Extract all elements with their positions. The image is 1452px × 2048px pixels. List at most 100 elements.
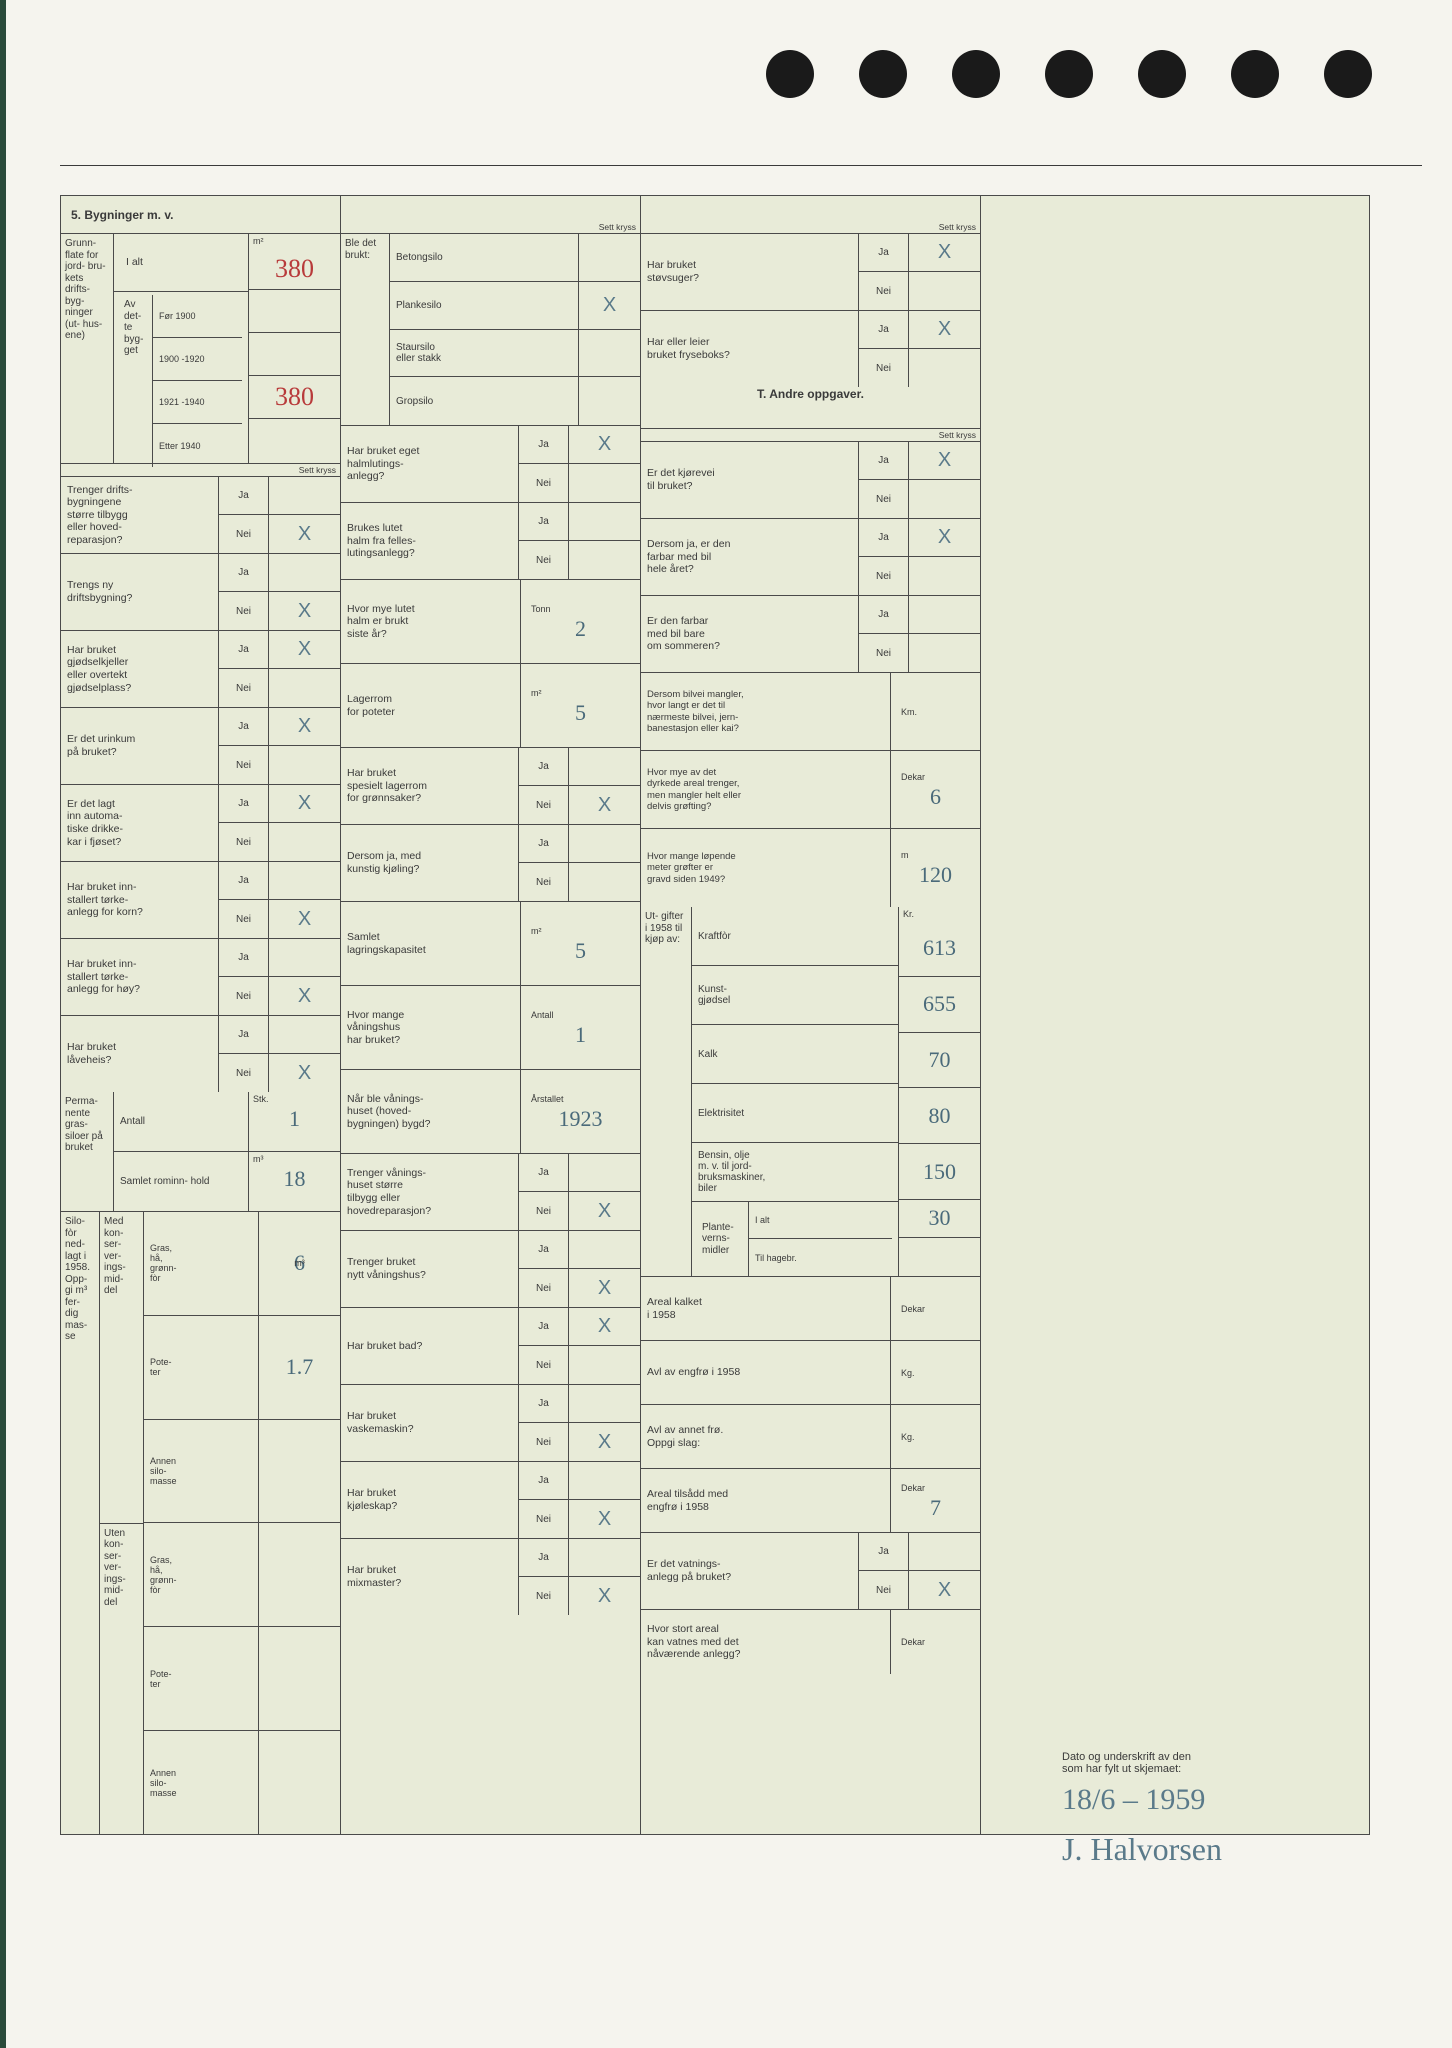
question-label: Har bruket gjødselkjeller eller overtekt… [61, 631, 218, 707]
question-row: Hvor mye lutet halm er brukt siste år? T… [341, 580, 640, 664]
document-sheet: Merknader: 5. Bygninger m. v. Grunn- fla… [0, 0, 1452, 2048]
silo-type-mark [579, 330, 640, 378]
question-row: Er det kjørevei til bruket? JaNei X [641, 442, 980, 519]
question-label: Trenger drifts- bygningene større tilbyg… [61, 477, 218, 553]
column-2: Sett kryss Ble det brukt: BetongsiloPlan… [341, 196, 641, 1834]
m3-unit: m³ [249, 1152, 340, 1166]
question-label: Areal kalket i 1958 [641, 1277, 890, 1340]
yesno-labels: JaNei [518, 1539, 568, 1615]
yesno-values: X [568, 1231, 640, 1307]
question-row: Har bruket gjødselkjeller eller overtekt… [61, 631, 340, 708]
question-row: Avl av engfrø i 1958 Kg. [641, 1341, 980, 1405]
yesno-values [568, 825, 640, 901]
silofor-block: Silo- fòr ned- lagt i 1958. Opp- gi m³ f… [61, 1212, 340, 1834]
antall-value: 1 [289, 1106, 300, 1131]
signature-date: 18/6 – 1959 [1062, 1783, 1412, 1817]
col3-bottom: Areal kalket i 1958 Dekar Avl av engfrø … [641, 1277, 980, 1674]
silo-row-label: Annen silo- masse [144, 1420, 258, 1524]
question-label: Er den farbar med bil bare om sommeren? [641, 596, 858, 672]
period-label: 1921 -1940 [153, 381, 242, 424]
silo-row-label: Gras, hå, grønn- fòr [144, 1523, 258, 1627]
stk-unit: Stk. [249, 1092, 340, 1106]
question-label: Hvor mye av det dyrkede areal trenger, m… [641, 751, 890, 828]
question-label: Er det lagt inn automa- tiske drikke- ka… [61, 785, 218, 861]
col1-questions: Trenger drifts- bygningene større tilbyg… [61, 477, 340, 1092]
yesno-labels: JaNei [218, 554, 268, 630]
question-row: Brukes lutet halm fra felles- lutingsanl… [341, 503, 640, 580]
section-5-title: 5. Bygninger m. v. [61, 196, 340, 234]
period-label: 1900 -1920 [153, 338, 242, 381]
question-label: Når ble vånings- huset (hoved- bygningen… [341, 1070, 520, 1153]
signature-block: Dato og underskrift av den som har fylt … [1062, 1751, 1412, 1868]
yesno-labels: JaNei [218, 862, 268, 938]
plante-block: Plante- verns- midler I altTil hagebr. [692, 1202, 898, 1276]
silo-type-mark [579, 234, 640, 282]
utgift-label: Kunst- gjødsel [692, 966, 898, 1025]
question-row: Har bruket kjøleskap? JaNei X [341, 1462, 640, 1539]
question-row: Hvor mange løpende meter grøfter er grav… [641, 829, 980, 907]
question-label: Har bruket mixmaster? [341, 1539, 518, 1615]
yesno-labels: JaNei [858, 596, 908, 672]
question-row: Hvor mange våningshus har bruket? Antall… [341, 986, 640, 1070]
question-label: Er det kjørevei til bruket? [641, 442, 858, 518]
question-label: Hvor mange våningshus har bruket? [341, 986, 520, 1069]
silo-row-value [259, 1627, 340, 1731]
question-row: Er det lagt inn automa- tiske drikke- ka… [61, 785, 340, 862]
signature-label: Dato og underskrift av den som har fylt … [1062, 1751, 1412, 1775]
col3-questions: Er det kjørevei til bruket? JaNei XDerso… [641, 442, 980, 907]
col2-questions: Har bruket eget halmlutings- anlegg? JaN… [341, 426, 640, 1615]
punch-holes [766, 50, 1372, 98]
yesno-labels: JaNei [518, 825, 568, 901]
value-box: Årstallet1923 [520, 1070, 640, 1153]
question-label: Trenger bruket nytt våningshus? [341, 1231, 518, 1307]
yesno-values: X [908, 234, 980, 310]
section-t-title: T. Andre oppgaver. [641, 387, 980, 429]
utgift-value: 655 [899, 977, 980, 1033]
silo-marks: X [578, 234, 640, 425]
question-row: Trenger drifts- bygningene større tilbyg… [61, 477, 340, 554]
yesno-labels: JaNei [858, 311, 908, 387]
question-label: Trenger vånings- huset større tilbygg el… [341, 1154, 518, 1230]
question-label: Er det vatnings- anlegg på bruket? [641, 1533, 858, 1609]
yesno-labels: JaNei [218, 1016, 268, 1092]
silo-value-rows: m³61.7 [258, 1212, 340, 1834]
silo-row-label: Pote- ter [144, 1627, 258, 1731]
question-row: Når ble vånings- huset (hoved- bygningen… [341, 1070, 640, 1154]
question-row: Trenger vånings- huset større tilbygg el… [341, 1154, 640, 1231]
yesno-labels: JaNei [518, 1308, 568, 1384]
signature-name: J. Halvorsen [1062, 1831, 1412, 1868]
yesno-labels: JaNei [858, 1533, 908, 1609]
yesno-values: X [268, 785, 340, 861]
yesno-labels: JaNei [518, 748, 568, 824]
yesno-labels: JaNei [518, 1154, 568, 1230]
grunnflate-block: Grunn- flate for jord- bru- kets drifts-… [61, 234, 340, 464]
question-label: Hvor mye lutet halm er brukt siste år? [341, 580, 520, 663]
column-1: 5. Bygninger m. v. Grunn- flate for jord… [61, 196, 341, 1834]
utgift-value: 613 [899, 921, 980, 977]
permanente-block: Perma- nente gras- siloer på bruket Anta… [61, 1092, 340, 1212]
yesno-values: X [568, 426, 640, 502]
hole-icon [1324, 50, 1372, 98]
period-label: Etter 1940 [153, 424, 242, 467]
question-label: Har bruket eget halmlutings- anlegg? [341, 426, 518, 502]
permanente-label: Perma- nente gras- siloer på bruket [61, 1092, 113, 1211]
question-label: Hvor stort areal kan vatnes med det nåvæ… [641, 1610, 890, 1674]
question-row: Areal tilsådd med engfrø i 1958 Dekar7 [641, 1469, 980, 1533]
utgifter-items: KraftfòrKunst- gjødselKalkElektrisitetBe… [691, 907, 898, 1276]
sett-kryss-label: Sett kryss [641, 196, 980, 234]
utgift-label: Kalk [692, 1025, 898, 1084]
hole-icon [1138, 50, 1186, 98]
period-label: Før 1900 [153, 295, 242, 338]
yesno-values: X [908, 1533, 980, 1609]
unit-m2: m² [249, 234, 340, 248]
yesno-labels: JaNei [858, 442, 908, 518]
question-row: Hvor stort areal kan vatnes med det nåvæ… [641, 1610, 980, 1674]
utgift-value: 150 [899, 1144, 980, 1200]
yesno-values: X [268, 1016, 340, 1092]
silo-type-rows: Gras, hå, grønn- fòrPote- ter Annen silo-… [143, 1212, 258, 1834]
census-form: 5. Bygninger m. v. Grunn- flate for jord… [60, 195, 1370, 1835]
question-label: Har bruket bad? [341, 1308, 518, 1384]
silo-type-mark [579, 377, 640, 425]
silo-type-label: Gropsilo [390, 377, 578, 425]
period-value: 380 [275, 382, 314, 412]
